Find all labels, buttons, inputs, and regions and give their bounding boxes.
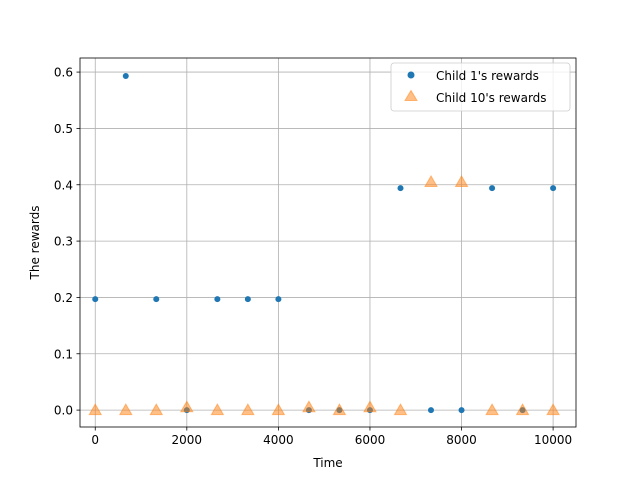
- x-axis-label: Time: [312, 456, 342, 470]
- child-10-reward-point: [515, 403, 530, 416]
- x-tick-label: 6000: [355, 433, 386, 447]
- legend: Child 1's rewards Child 10's rewards: [390, 62, 571, 112]
- child-1-reward-point: [122, 73, 129, 80]
- legend-label-child-10: Child 10's rewards: [436, 91, 547, 105]
- child-10-reward-point: [485, 403, 499, 416]
- plot-area-frame: [79, 57, 577, 428]
- child-1-reward-point: [153, 296, 160, 303]
- child-10-reward-point: [118, 403, 133, 416]
- y-tick-label: 0.4: [54, 178, 73, 192]
- legend-marker-child-1: [407, 71, 415, 79]
- x-tick-label: 0: [91, 433, 99, 447]
- y-axis-label: The rewards: [28, 206, 42, 281]
- child-10-reward-point: [88, 403, 103, 416]
- x-tick-label: 2000: [172, 433, 203, 447]
- legend-frame: [390, 62, 571, 112]
- y-tick-label: 0.2: [54, 291, 73, 305]
- child-1-reward-point: [214, 296, 221, 303]
- child-10-reward-point: [546, 403, 560, 416]
- y-tick-label: 0.3: [54, 235, 73, 249]
- child-10-reward-point: [454, 174, 469, 187]
- data-points: [88, 73, 560, 416]
- child-10-reward-point: [271, 403, 286, 416]
- child-10-reward-point: [424, 174, 438, 187]
- child-10-reward-point: [302, 400, 316, 413]
- x-tick-label: 8000: [446, 433, 477, 447]
- legend-marker-child-10: [404, 89, 418, 101]
- y-tick-label: 0.6: [54, 66, 73, 80]
- child-1-reward-point: [458, 407, 465, 414]
- y-tick-label: 0.0: [54, 404, 73, 418]
- child-10-reward-point: [363, 400, 377, 413]
- child-1-reward-point: [489, 185, 496, 192]
- y-tick-label: 0.1: [54, 347, 73, 361]
- child-1-reward-point: [92, 296, 99, 303]
- child-10-reward-point: [393, 403, 408, 416]
- y-tick-label: 0.5: [54, 122, 73, 136]
- x-tick-label: 4000: [263, 433, 294, 447]
- child-10-reward-point: [332, 403, 347, 416]
- axis-ticks: 0 2000 4000 6000 8000 10000 0.0 0.1 0.2 0.3 0.4 0.5…: [54, 66, 572, 447]
- child-1-reward-point: [550, 185, 557, 192]
- child-10-reward-point: [179, 400, 194, 413]
- child-1-reward-point: [244, 296, 251, 303]
- grid: [80, 58, 576, 427]
- child-10-reward-point: [149, 403, 164, 416]
- child-1-reward-point: [427, 407, 434, 414]
- child-1-reward-point: [397, 185, 404, 192]
- child-10-reward-point: [240, 403, 255, 416]
- child-1-reward-point: [275, 296, 282, 303]
- legend-label-child-1: Child 1's rewards: [436, 69, 539, 83]
- child-10-reward-point: [210, 403, 225, 416]
- x-tick-label: 10000: [534, 433, 572, 447]
